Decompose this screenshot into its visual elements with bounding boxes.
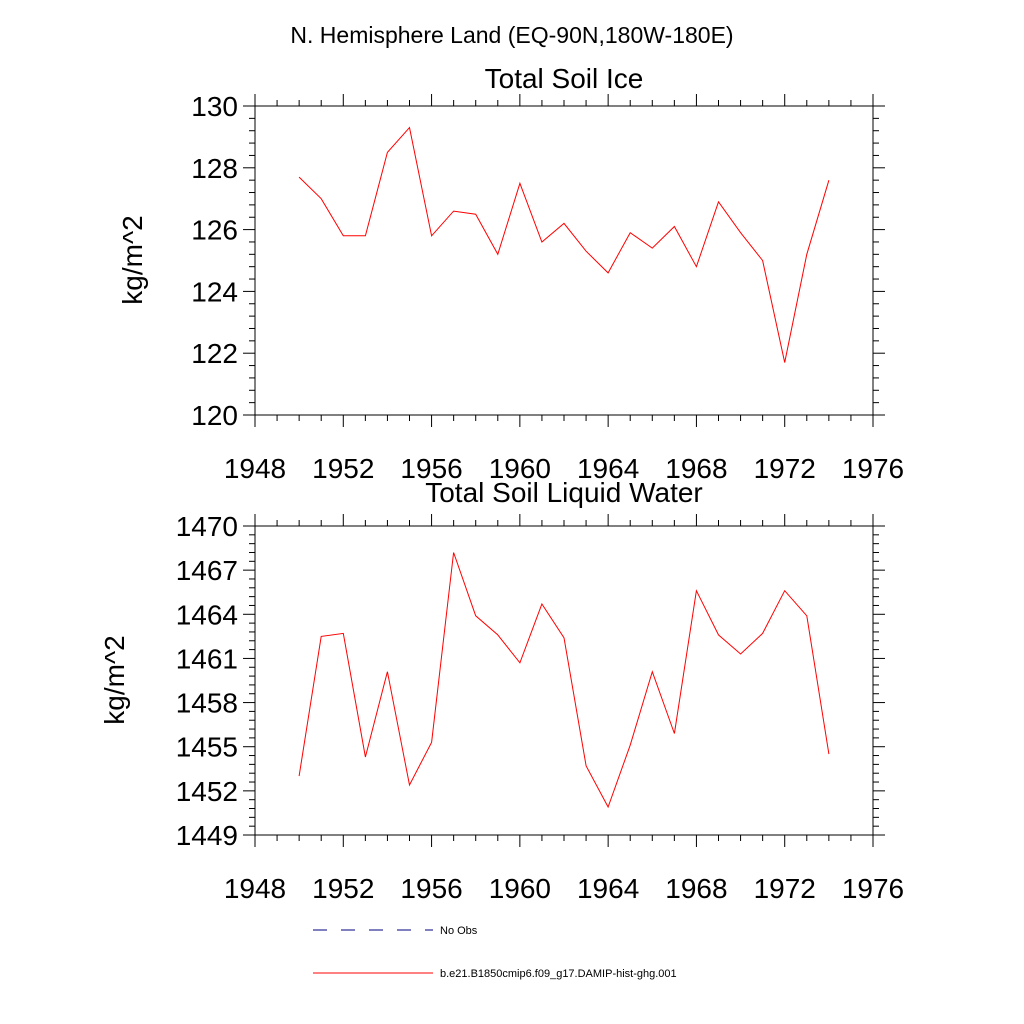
y-tick-label: 128 xyxy=(191,153,238,184)
x-tick-label: 1964 xyxy=(577,873,639,904)
legend: No Obs b.e21.B1850cmip6.f09_g17.DAMIP-hi… xyxy=(313,925,677,980)
x-tick-label: 1956 xyxy=(400,453,462,484)
series-line xyxy=(298,552,830,809)
y-tick-label: 1455 xyxy=(176,732,238,763)
x-tick-label: 1960 xyxy=(489,873,551,904)
x-tick-label: 1964 xyxy=(577,453,639,484)
x-tick-label: 1948 xyxy=(224,453,286,484)
y-axis-label: kg/m^2 xyxy=(117,215,148,304)
plot-frame xyxy=(254,525,874,836)
panel-total-soil-liquid-water: Total Soil Liquid Water kg/m^2 1948 1952 1… xyxy=(99,477,904,904)
series-line xyxy=(298,126,830,363)
y-tick-label: 1461 xyxy=(176,643,238,674)
y-tick-label: 126 xyxy=(191,215,238,246)
y-axis-label: kg/m^2 xyxy=(99,635,130,724)
y-tick-label: 1452 xyxy=(176,776,238,807)
y-tick-label: 1464 xyxy=(176,599,238,630)
legend-no-obs-label: No Obs xyxy=(440,925,478,937)
x-tick-label: 1976 xyxy=(842,873,904,904)
x-tick-label: 1968 xyxy=(665,453,727,484)
legend-series-label: b.e21.B1850cmip6.f09_g17.DAMIP-hist-ghg.… xyxy=(440,968,677,980)
x-tick-label: 1960 xyxy=(489,453,551,484)
y-tick-label: 1449 xyxy=(176,820,238,851)
plot-frame xyxy=(254,105,874,416)
y-tick-label: 122 xyxy=(191,338,238,369)
y-tick-label: 1467 xyxy=(176,555,238,586)
x-tick-label: 1976 xyxy=(842,453,904,484)
x-tick-label: 1952 xyxy=(312,873,374,904)
y-tick-label: 1470 xyxy=(176,511,238,542)
x-tick-label: 1972 xyxy=(754,873,816,904)
page-title: N. Hemisphere Land (EQ-90N,180W-180E) xyxy=(290,22,733,48)
chart-title: Total Soil Liquid Water xyxy=(425,477,703,508)
x-tick-label: 1968 xyxy=(665,873,727,904)
panel-total-soil-ice: Total Soil Ice kg/m^2 1948 1952 1956 1960 19… xyxy=(117,63,904,484)
x-tick-label: 1948 xyxy=(224,873,286,904)
x-tick-label: 1972 xyxy=(754,453,816,484)
chart-title: Total Soil Ice xyxy=(485,63,644,94)
y-tick-label: 120 xyxy=(191,400,238,431)
y-tick-label: 124 xyxy=(191,276,238,307)
y-tick-label: 130 xyxy=(191,91,238,122)
x-tick-label: 1952 xyxy=(312,453,374,484)
x-tick-label: 1956 xyxy=(400,873,462,904)
y-tick-label: 1458 xyxy=(176,688,238,719)
